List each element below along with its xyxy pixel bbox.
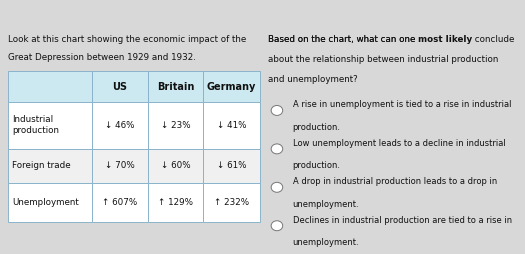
Text: ↓ 60%: ↓ 60% — [161, 161, 190, 170]
Text: Low unemployment leads to a decline in industrial: Low unemployment leads to a decline in i… — [293, 139, 506, 148]
Text: ↑ 129%: ↑ 129% — [158, 198, 193, 207]
Text: ↓ 23%: ↓ 23% — [161, 121, 190, 130]
Text: Unemployment: Unemployment — [12, 198, 79, 207]
Bar — [92, 183, 148, 222]
Bar — [203, 102, 260, 149]
Bar — [92, 149, 148, 183]
Text: conclude: conclude — [472, 35, 514, 44]
Text: US: US — [112, 82, 128, 91]
Text: Based on the chart, what can one: Based on the chart, what can one — [268, 35, 418, 44]
Text: Germany: Germany — [207, 82, 256, 91]
Circle shape — [271, 105, 282, 115]
Text: Declines in industrial production are tied to a rise in: Declines in industrial production are ti… — [293, 216, 512, 225]
Text: Based on the chart, what can one: Based on the chart, what can one — [268, 35, 418, 44]
Bar — [203, 183, 260, 222]
Text: ↓ 46%: ↓ 46% — [106, 121, 135, 130]
Text: ↓ 61%: ↓ 61% — [217, 161, 246, 170]
Text: production.: production. — [293, 161, 341, 170]
Circle shape — [271, 144, 282, 154]
Bar — [8, 183, 92, 222]
Bar — [148, 71, 203, 102]
Text: unemployment.: unemployment. — [293, 238, 359, 247]
Text: ↓ 41%: ↓ 41% — [217, 121, 246, 130]
Circle shape — [271, 182, 282, 192]
Bar — [8, 149, 92, 183]
Bar — [148, 149, 203, 183]
Text: Great Depression between 1929 and 1932.: Great Depression between 1929 and 1932. — [8, 53, 196, 62]
Bar — [203, 149, 260, 183]
Text: Foreign trade: Foreign trade — [12, 161, 70, 170]
Text: A rise in unemployment is tied to a rise in industrial: A rise in unemployment is tied to a rise… — [293, 100, 511, 109]
Text: Look at this chart showing the economic impact of the: Look at this chart showing the economic … — [8, 35, 246, 44]
Bar — [8, 102, 92, 149]
Text: ↓ 70%: ↓ 70% — [105, 161, 135, 170]
Text: unemployment.: unemployment. — [293, 200, 359, 209]
Text: about the relationship between industrial production: about the relationship between industria… — [268, 55, 498, 64]
Text: ↑ 607%: ↑ 607% — [102, 198, 138, 207]
Text: production.: production. — [293, 123, 341, 132]
Circle shape — [271, 221, 282, 231]
Bar — [8, 71, 92, 102]
Bar — [92, 102, 148, 149]
Bar — [148, 102, 203, 149]
Text: most likely: most likely — [418, 35, 472, 44]
Text: Britain: Britain — [157, 82, 194, 91]
Text: A drop in industrial production leads to a drop in: A drop in industrial production leads to… — [293, 177, 497, 186]
Text: and unemployment?: and unemployment? — [268, 75, 358, 84]
Bar — [203, 71, 260, 102]
Text: Industrial
production: Industrial production — [12, 115, 59, 135]
Text: ↑ 232%: ↑ 232% — [214, 198, 249, 207]
Bar — [148, 183, 203, 222]
Bar — [92, 71, 148, 102]
